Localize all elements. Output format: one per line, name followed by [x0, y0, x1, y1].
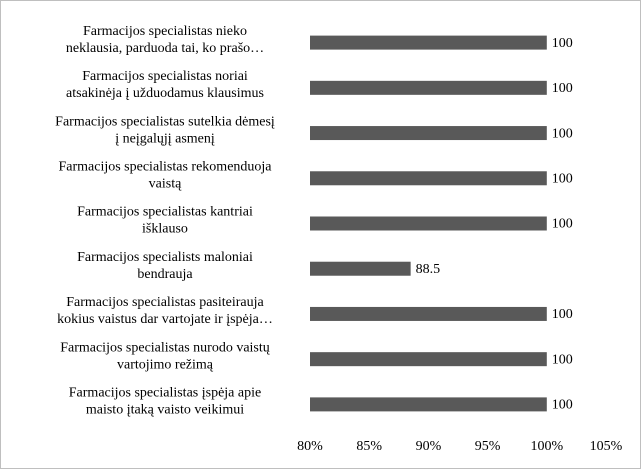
y-tick-label: atsakinėja į užduodamus klausimus: [66, 86, 264, 101]
data-label: 100: [552, 352, 573, 367]
y-tick-label: į neįgalųjį asmenį: [115, 131, 215, 146]
bar: [310, 352, 547, 367]
data-label: 100: [552, 81, 573, 96]
y-tick-label: Farmacijos specialistas pasiteirauja: [66, 295, 264, 310]
y-tick-label: vartojimo režimą: [117, 357, 214, 372]
x-tick-label: 105%: [590, 439, 623, 454]
bar: [310, 261, 411, 276]
y-tick-label: Farmacijos specialistas sutelkia dėmesį: [55, 114, 275, 129]
y-tick-label: vaistą: [149, 176, 182, 191]
y-tick-label: Farmacijos specialistas kantriai: [77, 205, 253, 220]
bar: [310, 80, 547, 95]
bar: [310, 397, 547, 412]
y-tick-label: Farmacijos specialistas nieko: [83, 24, 247, 39]
x-tick-label: 85%: [356, 439, 382, 454]
data-label: 100: [552, 398, 573, 413]
y-tick-label: bendrauja: [137, 267, 193, 282]
y-tick-label: Farmacijos specialistas nurodo vaistų: [60, 340, 270, 355]
bar: [310, 171, 547, 186]
y-tick-label: Farmacijos specialists maloniai: [77, 250, 253, 265]
y-tick-label: neklausia, parduoda tai, ko prašo…: [66, 41, 264, 56]
data-label: 100: [552, 171, 573, 186]
x-tick-label: 90%: [416, 439, 442, 454]
data-label: 100: [552, 36, 573, 51]
y-tick-label: kokius vaistus dar vartojate ir įspėja…: [57, 312, 273, 327]
y-tick-label: Farmacijos specialistas noriai: [82, 69, 248, 84]
bar: [310, 306, 547, 321]
x-tick-label: 100%: [530, 439, 563, 454]
y-tick-label: maisto įtaką vaisto veikimui: [86, 403, 244, 418]
bar: [310, 35, 547, 50]
y-tick-label: Farmacijos specialistas rekomenduoja: [58, 159, 272, 174]
bar: [310, 216, 547, 231]
data-label: 100: [552, 307, 573, 322]
data-label: 100: [552, 126, 573, 141]
data-label: 88.5: [416, 262, 441, 277]
y-tick-label: išklauso: [142, 222, 188, 237]
y-tick-label: Farmacijos specialistas įspėja apie: [69, 386, 261, 401]
x-tick-label: 80%: [297, 439, 323, 454]
bar: [310, 126, 547, 141]
data-label: 100: [552, 217, 573, 232]
x-tick-label: 95%: [475, 439, 501, 454]
